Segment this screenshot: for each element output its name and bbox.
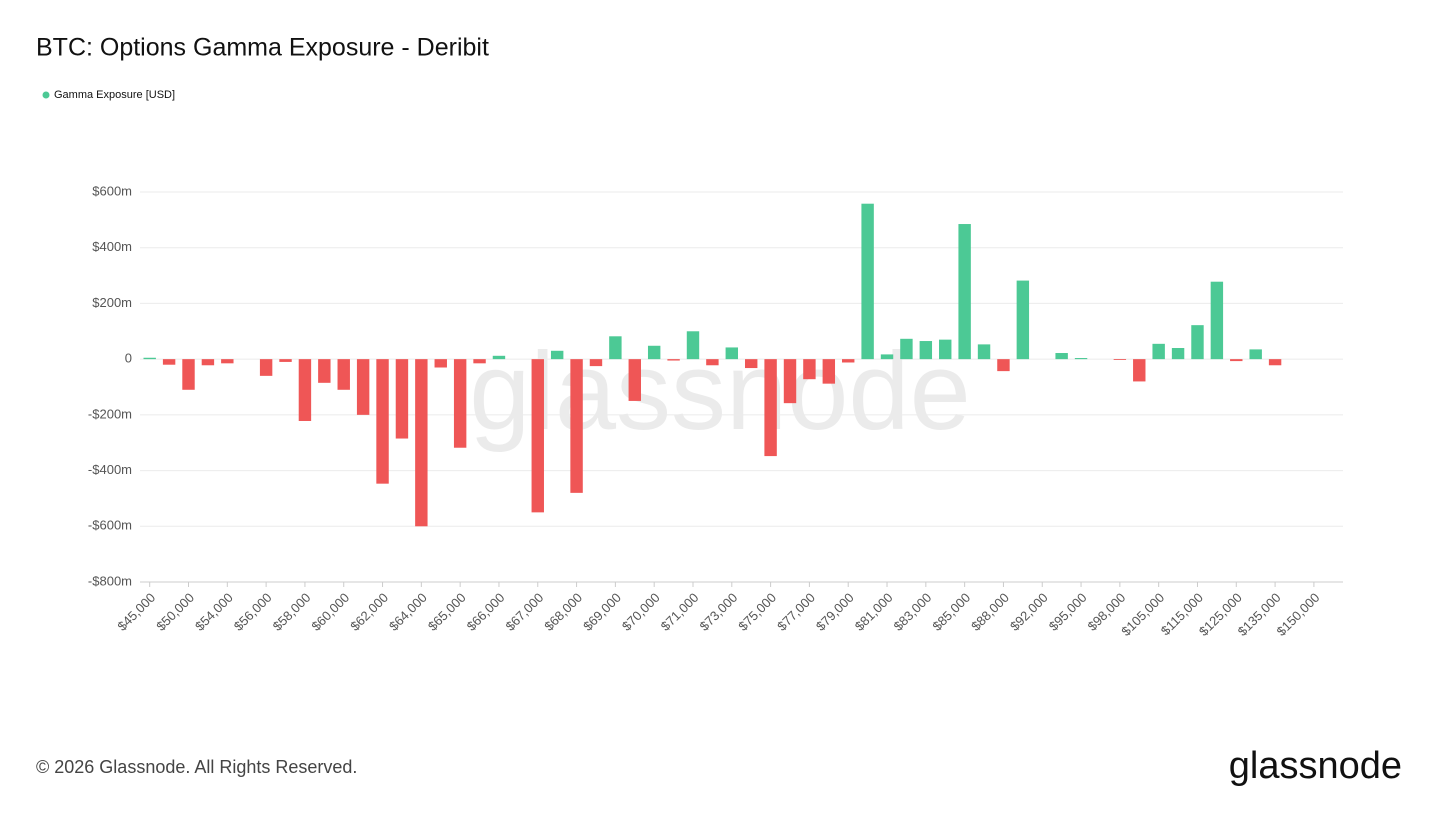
x-tick-label: $56,000 bbox=[231, 590, 275, 634]
bar bbox=[783, 359, 797, 404]
bar bbox=[1055, 353, 1068, 360]
x-tick-label: $64,000 bbox=[386, 590, 430, 634]
chart-title: BTC: Options Gamma Exposure - Deribit bbox=[36, 34, 489, 62]
x-tick-label: $58,000 bbox=[270, 590, 314, 634]
x-tick-label: $150,000 bbox=[1273, 590, 1322, 639]
y-tick-label: $600m bbox=[92, 183, 132, 198]
x-tick-label: $68,000 bbox=[541, 590, 585, 634]
bar bbox=[395, 359, 409, 439]
bar bbox=[667, 359, 680, 361]
x-tick-label: $62,000 bbox=[347, 590, 391, 634]
x-tick-label: $81,000 bbox=[852, 590, 896, 634]
bar bbox=[803, 359, 816, 380]
bar bbox=[259, 359, 273, 376]
x-tick-label: $83,000 bbox=[891, 590, 935, 634]
x-tick-label: $69,000 bbox=[580, 590, 624, 634]
bar bbox=[415, 359, 428, 527]
bar bbox=[279, 359, 292, 362]
bar bbox=[201, 359, 215, 366]
bar bbox=[1249, 349, 1262, 360]
bar bbox=[919, 341, 933, 360]
bar bbox=[376, 359, 389, 484]
y-tick-label: -$600m bbox=[88, 518, 132, 533]
bar bbox=[997, 359, 1010, 372]
x-tick-label: $66,000 bbox=[464, 590, 508, 634]
bar bbox=[1191, 325, 1204, 360]
x-tick-label: $71,000 bbox=[658, 590, 702, 634]
x-tick-label: $95,000 bbox=[1046, 590, 1090, 634]
bar bbox=[647, 345, 661, 360]
x-tick-label: $73,000 bbox=[697, 590, 741, 634]
bar bbox=[842, 359, 855, 363]
watermark: glassnode bbox=[469, 330, 971, 453]
x-tick-label: $85,000 bbox=[929, 590, 973, 634]
bar bbox=[977, 344, 991, 360]
bar bbox=[531, 359, 544, 513]
x-tick-label: $92,000 bbox=[1007, 590, 1051, 634]
bar bbox=[143, 357, 156, 360]
bar bbox=[1074, 358, 1088, 360]
bar bbox=[628, 359, 641, 401]
x-tick-label: $88,000 bbox=[968, 590, 1012, 634]
bar bbox=[880, 354, 894, 360]
bar bbox=[589, 359, 603, 367]
bar bbox=[706, 359, 719, 366]
x-tick-label: $70,000 bbox=[619, 590, 663, 634]
bar bbox=[473, 359, 486, 364]
y-tick-label: $200m bbox=[92, 295, 132, 310]
bar bbox=[958, 224, 971, 360]
bar bbox=[356, 359, 370, 415]
x-tick-label: $79,000 bbox=[813, 590, 857, 634]
bar bbox=[182, 359, 195, 390]
bar bbox=[686, 331, 700, 360]
bar bbox=[725, 347, 739, 360]
x-tick-label: $45,000 bbox=[114, 590, 158, 634]
bar bbox=[744, 359, 758, 369]
legend-marker bbox=[42, 91, 50, 99]
x-tick-label: $60,000 bbox=[308, 590, 352, 634]
bar bbox=[1268, 359, 1282, 366]
x-tick-label: $105,000 bbox=[1118, 590, 1167, 639]
x-tick-label: $77,000 bbox=[774, 590, 818, 634]
bar bbox=[861, 203, 874, 360]
y-tick-label: -$200m bbox=[88, 406, 132, 421]
bar bbox=[822, 359, 836, 384]
bar bbox=[1016, 280, 1030, 360]
bar bbox=[337, 359, 350, 390]
bar bbox=[609, 336, 622, 360]
bar bbox=[764, 359, 777, 457]
bar bbox=[1133, 359, 1146, 382]
x-tick-label: $75,000 bbox=[735, 590, 779, 634]
x-tick-label: $50,000 bbox=[153, 590, 197, 634]
bar bbox=[570, 359, 583, 493]
y-tick-label: -$400m bbox=[88, 462, 132, 477]
bar bbox=[1113, 359, 1127, 360]
bar bbox=[492, 355, 506, 360]
bar bbox=[298, 359, 312, 421]
bar bbox=[550, 350, 564, 360]
bar bbox=[318, 359, 331, 383]
bar bbox=[900, 338, 913, 360]
x-tick-label: $67,000 bbox=[502, 590, 546, 634]
logo: glassnode bbox=[1229, 745, 1402, 787]
legend-label: Gamma Exposure [USD] bbox=[54, 89, 175, 101]
bar bbox=[1210, 281, 1224, 360]
bar bbox=[434, 359, 447, 368]
bar bbox=[453, 359, 467, 448]
bar bbox=[221, 359, 234, 364]
x-tick-label: $65,000 bbox=[425, 590, 469, 634]
bar bbox=[939, 339, 952, 360]
y-tick-label: 0 bbox=[125, 351, 132, 366]
bar bbox=[1230, 359, 1243, 362]
x-tick-label: $54,000 bbox=[192, 590, 236, 634]
y-tick-label: $400m bbox=[92, 239, 132, 254]
footer: © 2026 Glassnode. All Rights Reserved. bbox=[36, 757, 357, 777]
y-tick-label: -$800m bbox=[88, 573, 132, 588]
bar bbox=[1171, 348, 1185, 360]
bar bbox=[1152, 343, 1165, 360]
bar bbox=[162, 359, 176, 365]
